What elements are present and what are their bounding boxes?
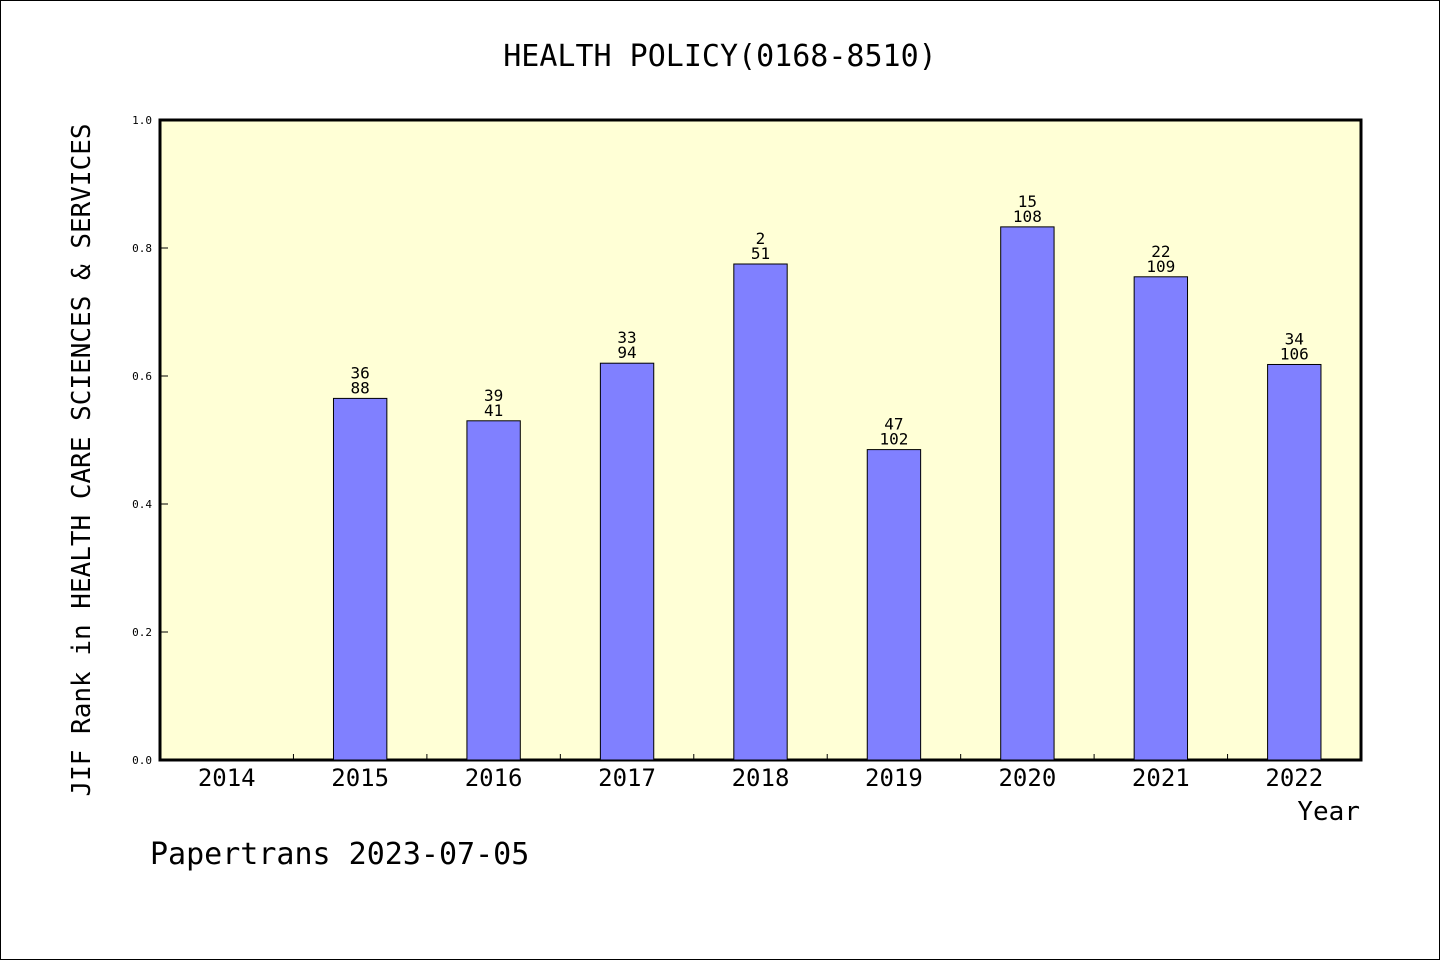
x-tick-label-2014: 2014 <box>198 764 256 792</box>
bar-rank-label-2020: 15 <box>1018 192 1037 211</box>
bar-2019 <box>866 449 922 761</box>
bar-total-label-2021: 109 <box>1146 257 1175 276</box>
bar-total-label-2019: 102 <box>879 430 908 449</box>
x-axis-ticks: 2014 2015 2016 2017 2018 2019 2020 2021 2022 <box>198 754 1323 792</box>
y-tick-label: 0.8 <box>132 242 152 255</box>
bar-2020 <box>1000 226 1055 761</box>
x-tick-label-2016: 2016 <box>465 764 523 792</box>
y-axis-label: JIF Rank in HEALTH CARE SCIENCES & SERVI… <box>67 123 97 796</box>
bar-rank-label-2017: 33 <box>617 328 636 347</box>
x-tick-label-2021: 2021 <box>1132 764 1190 792</box>
bar-2016 <box>466 420 521 761</box>
bar-total-label-2018: 51 <box>751 244 770 263</box>
bar-2017 <box>599 362 655 761</box>
x-tick-label-2017: 2017 <box>598 764 656 792</box>
bar-2018 <box>733 263 788 761</box>
y-tick-label: 0.6 <box>132 370 152 383</box>
y-tick-label: 0.2 <box>132 626 152 639</box>
bar-total-label-2015: 88 <box>351 378 370 397</box>
bar-rank-label-2018: 2 <box>756 229 766 248</box>
bar-rank-label-2022: 34 <box>1285 329 1304 348</box>
x-axis-label: Year <box>1297 797 1360 827</box>
bar-total-label-2016: 41 <box>484 401 503 420</box>
y-tick-label: 1.0 <box>132 114 152 127</box>
y-tick-label: 0.0 <box>132 754 152 767</box>
bar-rank-label-2016: 39 <box>484 386 503 405</box>
bar-total-label-2022: 106 <box>1280 344 1309 363</box>
y-tick-label: 0.4 <box>132 498 152 511</box>
y-axis-ticks: 0.0 0.2 0.4 0.6 0.8 1.0 <box>132 114 168 767</box>
bar-2021 <box>1133 276 1189 761</box>
x-tick-label-2022: 2022 <box>1265 764 1323 792</box>
bar-2015 <box>332 397 388 761</box>
bar-2022 <box>1267 363 1322 761</box>
bar-rank-label-2021: 22 <box>1151 242 1170 261</box>
x-tick-label-2018: 2018 <box>732 764 790 792</box>
footer-source-date: Papertrans 2023-07-05 <box>150 837 529 872</box>
bar-rank-label-2019: 47 <box>884 415 903 434</box>
bar-total-label-2017: 94 <box>617 343 636 362</box>
chart-title: HEALTH POLICY(0168-8510) <box>503 39 936 74</box>
x-tick-label-2020: 2020 <box>998 764 1056 792</box>
bar-rank-label-2015: 36 <box>351 363 370 382</box>
x-tick-label-2015: 2015 <box>331 764 389 792</box>
bar-total-label-2020: 108 <box>1013 207 1042 226</box>
bars-layer <box>332 226 1322 761</box>
x-tick-label-2019: 2019 <box>865 764 923 792</box>
